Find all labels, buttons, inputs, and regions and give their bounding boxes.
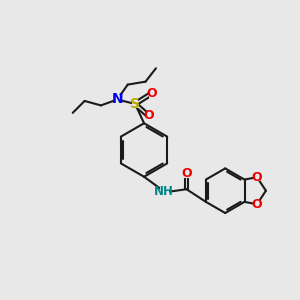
Text: O: O bbox=[252, 198, 262, 211]
Bar bbox=[146, 112, 151, 120]
Bar bbox=[254, 173, 260, 182]
Text: O: O bbox=[181, 167, 192, 180]
Bar bbox=[115, 95, 120, 104]
Text: S: S bbox=[130, 97, 140, 111]
Text: O: O bbox=[143, 109, 154, 122]
Text: O: O bbox=[252, 171, 262, 184]
Bar bbox=[184, 169, 189, 178]
Text: N: N bbox=[112, 92, 123, 106]
Bar bbox=[160, 188, 169, 196]
Text: O: O bbox=[146, 87, 157, 100]
Bar bbox=[133, 100, 138, 108]
Bar bbox=[254, 200, 260, 208]
Bar bbox=[149, 89, 154, 98]
Text: NH: NH bbox=[154, 185, 174, 198]
